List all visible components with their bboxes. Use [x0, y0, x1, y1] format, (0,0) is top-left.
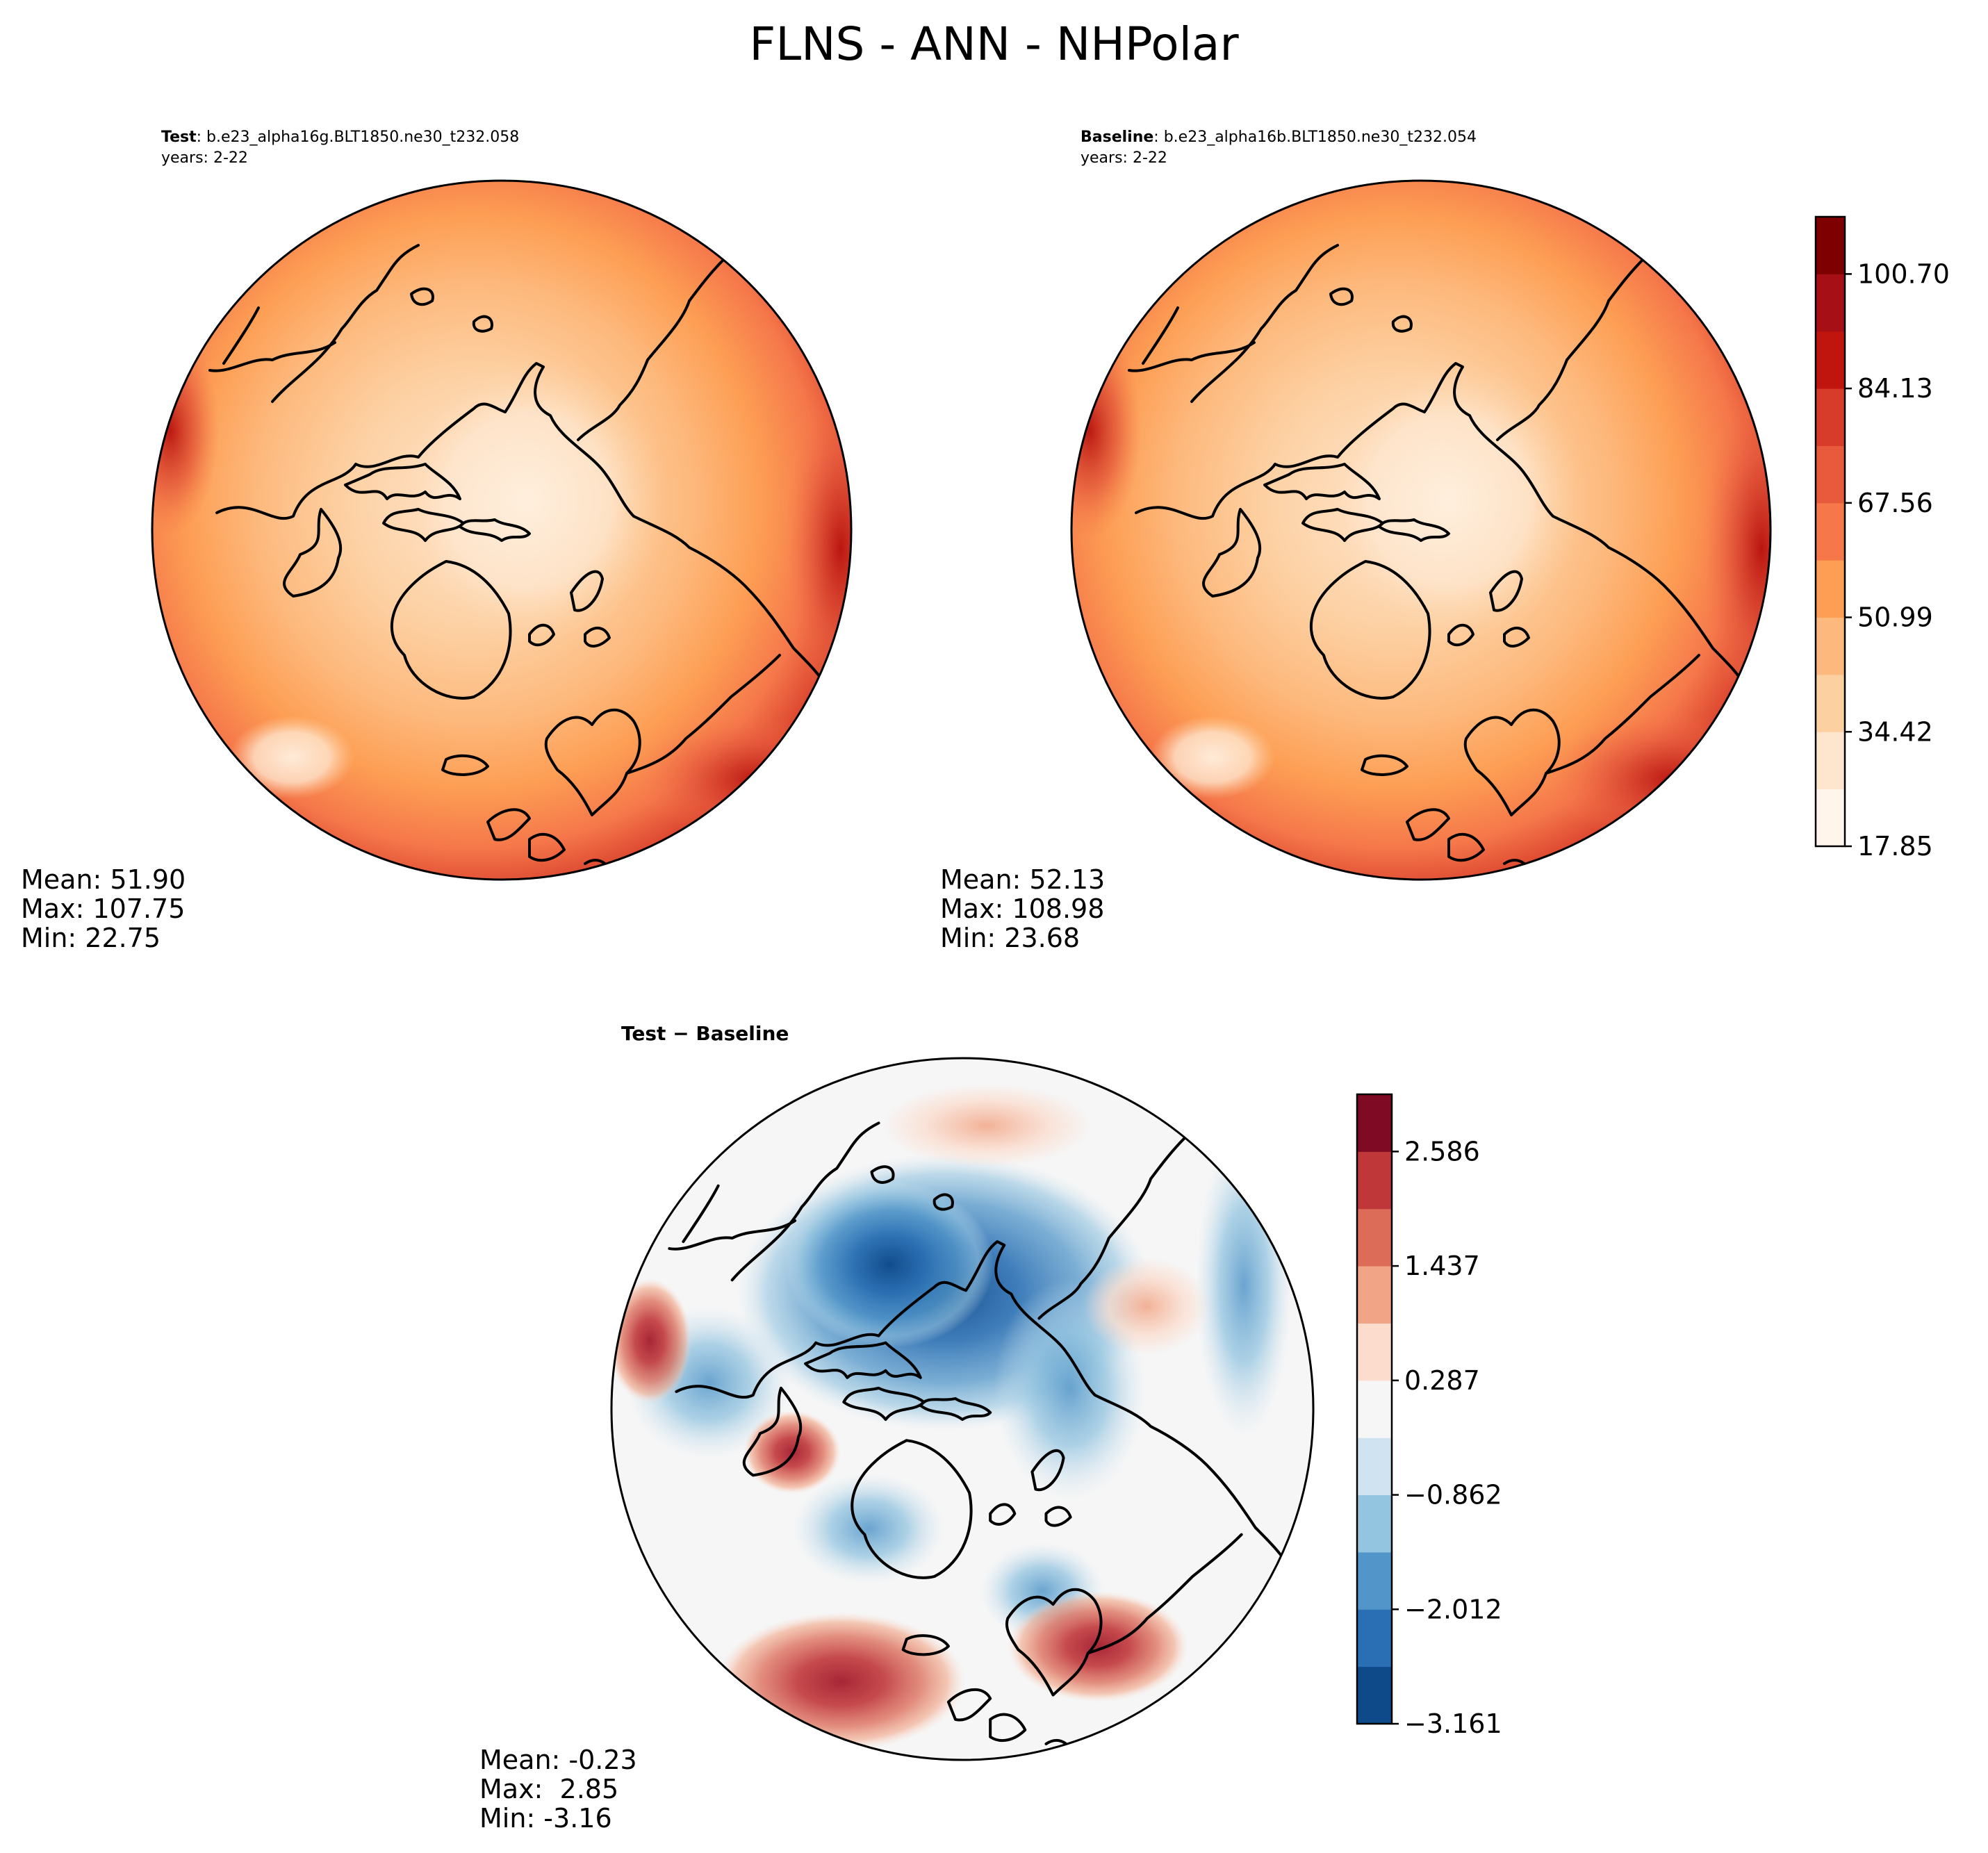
- colorbar-top-band: [1816, 388, 1845, 446]
- figure-title: FLNS - ANN - NHPolar: [749, 17, 1239, 71]
- colorbar-diff-band: [1357, 1551, 1392, 1610]
- panel-test-atlantic-high: [785, 389, 851, 709]
- panel-diff-atlantic-high: [1008, 1591, 1188, 1702]
- panel-baseline-years: years: 2-22: [1081, 149, 1167, 167]
- colorbar-diff-tick-label: −3.161: [1404, 1708, 1502, 1739]
- panel-test-map: [152, 181, 851, 880]
- colorbar-diff-tick-label: 2.586: [1404, 1136, 1480, 1167]
- colorbar-top-tick-label: 84.13: [1857, 373, 1933, 404]
- colorbar-diff-band: [1357, 1609, 1392, 1667]
- colorbar-diff-band: [1357, 1094, 1392, 1152]
- panel-baseline-siberia-low: [1150, 716, 1275, 799]
- colorbar-diff: −3.161 −2.012 −0.862 0.287 1.437 2.586: [1356, 1093, 1502, 1739]
- colorbar-top-band: [1816, 274, 1845, 332]
- panel-baseline-title: Baseline: b.e23_alpha16b.BLT1850.ne30_t2…: [1081, 129, 1477, 146]
- colorbar-top-frame: [1814, 215, 1846, 848]
- colorbar-diff-tick-label: 0.287: [1404, 1365, 1480, 1396]
- colorbar-top-tick-label: 17.85: [1857, 831, 1933, 862]
- panel-test-europe-high: [639, 716, 851, 841]
- panel-baseline-max: Max: 108.98: [940, 893, 1104, 924]
- colorbar-diff-band: [1357, 1380, 1392, 1438]
- colorbar-top-band: [1816, 617, 1845, 675]
- colorbar-diff-frame: [1356, 1093, 1393, 1725]
- panel-test-pacific-high: [152, 327, 219, 535]
- panel-baseline-atlantic-high: [1702, 382, 1771, 716]
- panel-test: Test: b.e23_alpha16g.BLT1850.ne30_t232.0…: [21, 129, 853, 953]
- colorbar-diff-tick-label: −0.862: [1404, 1480, 1502, 1510]
- panel-baseline-title-bold: Baseline: [1081, 129, 1153, 146]
- colorbar-top-band: [1816, 732, 1845, 790]
- colorbar-top-tick-label: 100.70: [1857, 258, 1950, 289]
- panel-baseline-min: Min: 23.68: [940, 923, 1080, 953]
- panel-baseline-mean: Mean: 52.13: [940, 864, 1105, 895]
- panel-diff-west-high: [611, 1278, 691, 1403]
- colorbar-top-band: [1816, 445, 1845, 504]
- colorbar-diff-band: [1357, 1438, 1392, 1496]
- panel-diff-archipelago-low: [785, 1181, 994, 1348]
- colorbar-top: 17.85 34.42 50.99 67.56 84.13 100.70: [1814, 215, 1950, 862]
- colorbar-top-tick-label: 50.99: [1857, 602, 1933, 633]
- colorbar-top-tick-label: 67.56: [1857, 488, 1933, 518]
- panel-baseline-title-case: : b.e23_alpha16b.BLT1850.ne30_t232.054: [1153, 129, 1477, 146]
- panel-diff-mean: Mean: -0.23: [479, 1745, 637, 1775]
- panel-test-siberia-low: [229, 716, 354, 799]
- panel-test-title: Test: b.e23_alpha16g.BLT1850.ne30_t232.0…: [161, 129, 519, 146]
- colorbar-diff-tick-label: −2.012: [1404, 1594, 1502, 1624]
- panel-diff-map: [611, 1058, 1313, 1760]
- panel-diff-north-high: [882, 1084, 1091, 1167]
- panel-test-max: Max: 107.75: [21, 893, 185, 924]
- panel-diff: Test − Baseline Mean: -0.23 Max: 2.85 Mi…: [479, 1022, 1315, 1834]
- panel-test-boundary: [151, 179, 853, 881]
- colorbar-diff-band: [1357, 1494, 1392, 1553]
- colorbar-diff-band: [1357, 1666, 1392, 1724]
- colorbar-diff-band: [1357, 1208, 1392, 1267]
- panel-test-years: years: 2-22: [161, 149, 248, 167]
- panel-diff-siberia-high: [1084, 1258, 1209, 1355]
- colorbar-diff-band: [1357, 1151, 1392, 1210]
- panel-test-title-case: : b.e23_alpha16g.BLT1850.ne30_t232.058: [197, 129, 520, 146]
- panel-test-mean: Mean: 51.90: [21, 864, 186, 895]
- colorbar-top-band: [1816, 560, 1845, 618]
- panel-diff-min: Min: -3.16: [479, 1803, 612, 1834]
- panel-diff-greenland-low: [792, 1473, 945, 1584]
- panel-diff-europe-high: [716, 1612, 966, 1751]
- colorbar-diff-band: [1357, 1323, 1392, 1381]
- panel-diff-max: Max: 2.85: [479, 1774, 618, 1804]
- colorbar-top-band: [1816, 217, 1845, 274]
- colorbar-diff-band: [1357, 1266, 1392, 1324]
- colorbar-diff-tick-label: 1.437: [1404, 1251, 1480, 1281]
- panel-baseline-pacific-high: [1071, 323, 1142, 538]
- colorbar-top-tick-label: 34.42: [1857, 716, 1933, 747]
- panel-baseline-map: [1071, 181, 1771, 880]
- panel-diff-pacific-low: [1195, 1133, 1292, 1438]
- panel-test-min: Min: 22.75: [21, 923, 161, 953]
- panel-diff-boundary: [610, 1057, 1315, 1761]
- colorbar-top-band: [1816, 502, 1845, 561]
- panel-baseline-boundary: [1070, 179, 1772, 881]
- panel-test-title-bold: Test: [161, 129, 197, 146]
- panel-baseline: Baseline: b.e23_alpha16b.BLT1850.ne30_t2…: [940, 129, 1772, 953]
- colorbar-top-band: [1816, 331, 1845, 389]
- colorbar-top-band: [1816, 674, 1845, 732]
- colorbar-top-band: [1816, 789, 1845, 847]
- panel-diff-title: Test − Baseline: [621, 1022, 789, 1045]
